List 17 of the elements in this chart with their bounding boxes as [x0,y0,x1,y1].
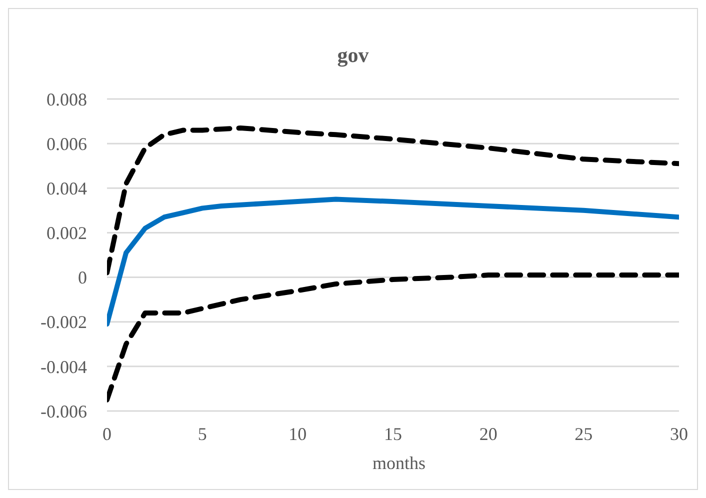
y-tick-label: 0.002 [46,223,87,244]
y-tick-label: 0 [78,268,87,288]
x-tick-label: 15 [384,424,402,444]
x-tick-label: 5 [198,424,207,444]
y-tick-label: 0.004 [46,178,87,199]
chart-title: gov [336,43,370,68]
x-tick-label: 25 [574,424,593,444]
y-tick-label: 0.006 [46,134,87,154]
y-tick-label: 0.008 [46,89,87,110]
x-tick-label: 30 [670,424,688,444]
y-tick-label: -0.004 [40,356,87,377]
x-axis-title: months [371,453,426,474]
x-tick-label: 20 [479,424,498,444]
y-tick-label: -0.006 [40,401,87,422]
x-tick-label: 0 [102,424,112,444]
x-tick-label: 10 [288,424,307,444]
y-tick-label: -0.002 [40,312,87,332]
